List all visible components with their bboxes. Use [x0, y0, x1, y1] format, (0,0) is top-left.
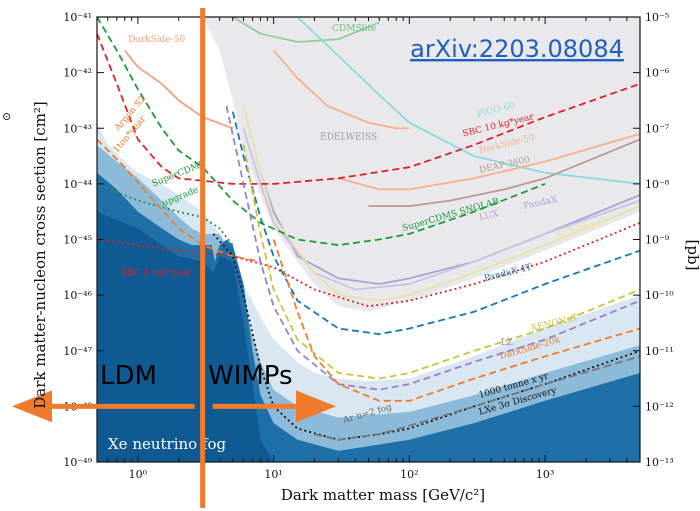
curve-label-edelweiss: EDELWEISS — [320, 132, 377, 142]
wimps-label: WIMPs — [208, 361, 293, 391]
x-tick-label: 10² — [400, 468, 418, 481]
left-edge-symbol: ⊙ — [2, 110, 11, 123]
x-tick-label: 10³ — [536, 468, 554, 481]
y-tick-label: 10⁻⁴⁵ — [63, 234, 92, 247]
curve-label-darkside-50: DarkSide-50 — [128, 35, 185, 45]
right-axis-label: [pb] — [684, 240, 700, 271]
x-tick-label: 10⁰ — [129, 468, 148, 481]
y2-tick-label: 10⁻⁵ — [645, 11, 669, 24]
y-axis-label: Dark matter-nucleon cross section [cm²] — [31, 101, 49, 409]
arxiv-link[interactable]: arXiv:2203.08084 — [410, 35, 624, 63]
y2-tick-label: 10⁻⁷ — [645, 122, 670, 135]
y2-tick-label: 10⁻¹¹ — [645, 345, 674, 358]
neutrino-fog-label: Xe neutrino fog — [108, 435, 227, 453]
y-tick-label: 10⁻⁴⁷ — [63, 345, 92, 358]
y2-tick-label: 10⁻¹³ — [645, 456, 674, 469]
arxiv-link-text[interactable]: arXiv:2203.08084 — [410, 35, 624, 63]
y-tick-label: 10⁻⁴⁴ — [63, 178, 92, 191]
x-tick-label: 10¹ — [264, 468, 282, 481]
y2-tick-label: 10⁻¹² — [645, 400, 674, 413]
curve-label-lz: LZ — [501, 338, 513, 348]
y-tick-label: 10⁻⁴⁹ — [63, 456, 92, 469]
ldm-label: LDM — [100, 361, 157, 391]
y2-tick-label: 10⁻⁹ — [645, 234, 670, 247]
y2-tick-label: 10⁻⁸ — [645, 178, 670, 191]
curve-label-cdmslite: CDMSlite — [332, 24, 376, 34]
curve-label-sbc-1-ton-year: SBC 1 ton*year — [121, 269, 192, 279]
y-tick-label: 10⁻⁴² — [63, 67, 92, 80]
y-tick-label: 10⁻⁴¹ — [63, 11, 92, 24]
y-tick-label: 10⁻⁴⁶ — [63, 289, 92, 302]
x-axis-label: Dark matter mass [GeV/c²] — [281, 486, 485, 504]
y2-tick-label: 10⁻¹⁰ — [645, 289, 674, 302]
y2-tick-label: 10⁻⁶ — [645, 67, 670, 80]
y-tick-label: 10⁻⁴³ — [63, 122, 92, 135]
